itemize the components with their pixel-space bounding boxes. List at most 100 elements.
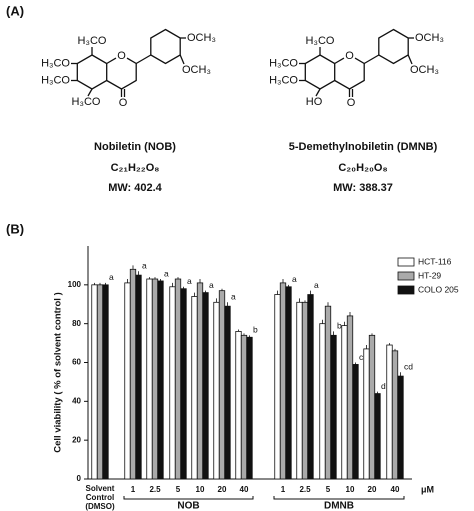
bar [386, 344, 393, 480]
bar [96, 284, 104, 480]
atom-label: HO [306, 96, 323, 108]
significance-letter: a [231, 292, 236, 302]
atom-label: H₃CO [41, 57, 70, 69]
bar [124, 282, 131, 480]
compound-name: Nobiletin (NOB) [94, 141, 176, 153]
panel-label: (A) [6, 3, 24, 18]
formula: C₂₁H₂₂O₈ [111, 162, 160, 174]
atom-label: O [117, 50, 126, 62]
panel-label: (B) [6, 221, 24, 236]
atom-label: H₃CO [306, 35, 335, 47]
atom-label: O [119, 97, 128, 109]
atom-label: H₃CO [269, 74, 298, 86]
significance-letter: a [164, 268, 169, 278]
x-tick-label: 2.5 [299, 485, 311, 494]
group-bracket [273, 496, 405, 500]
bar [174, 278, 182, 480]
y-tick-label: 60 [72, 358, 81, 367]
bar [91, 284, 98, 480]
atom-label: H₃CO [269, 57, 298, 69]
x-tick-label: 20 [368, 485, 377, 494]
atom-label: H₃CO [41, 74, 70, 86]
atom-label: OCH₃ [410, 64, 439, 76]
x-tick-label: 40 [240, 485, 249, 494]
bar [352, 364, 359, 480]
bar [213, 301, 220, 480]
atom-label: O [345, 50, 354, 62]
bar [102, 284, 109, 480]
bar [285, 286, 292, 480]
group-label: DMNB [324, 501, 354, 511]
bar [363, 348, 370, 480]
y-tick-label: 40 [72, 396, 81, 405]
significance-letter: a [142, 260, 147, 270]
significance-letter: a [109, 272, 114, 282]
x-tick-label: 20 [218, 485, 227, 494]
bar [341, 325, 348, 480]
bar [346, 315, 354, 480]
x-tick-label: 40 [391, 485, 400, 494]
legend-label: HT-29 [418, 270, 441, 280]
bar [391, 350, 399, 480]
atom-label: O [347, 97, 356, 109]
formula: C₂₀H₂₀O₈ [338, 162, 387, 174]
atom-label: H₃CO [72, 96, 101, 108]
y-tick-label: 0 [77, 474, 82, 483]
bar [135, 274, 142, 480]
bar [191, 296, 198, 480]
x-tick-label: 1 [281, 485, 286, 494]
significance-letter: cd [404, 361, 413, 371]
bar [180, 288, 187, 480]
x-unit: μM [421, 484, 434, 494]
bar [319, 323, 326, 480]
significance-letter: a [187, 276, 192, 286]
significance-letter: b [253, 325, 258, 335]
group-label: NOB [177, 501, 199, 511]
y-tick-label: 80 [72, 319, 81, 328]
x-tick-label: 2.5 [149, 485, 161, 494]
significance-letter: b [337, 321, 342, 331]
bar [274, 294, 281, 480]
bar [368, 334, 376, 480]
bar [330, 334, 337, 480]
legend-swatch [397, 257, 415, 267]
x-tick-label: 5 [176, 485, 181, 494]
bar [246, 336, 253, 480]
bar [157, 280, 164, 480]
y-axis-label: Cell viability ( % of solvent control ) [53, 292, 64, 452]
x-tick-label: 5 [326, 485, 331, 494]
molecular-weight: MW: 402.4 [108, 182, 162, 194]
compound-name: 5-Demethylnobiletin (DMNB) [289, 141, 438, 153]
significance-letter: a [209, 280, 214, 290]
atom-label: OCH₃ [187, 32, 216, 44]
bar [235, 331, 242, 480]
x-tick-label: Solvent Control (DMSO) [85, 484, 115, 511]
bar [224, 305, 231, 480]
bar [196, 282, 204, 480]
legend-swatch [397, 285, 415, 295]
significance-letter: a [292, 274, 297, 284]
bar [169, 286, 176, 480]
bar [301, 301, 309, 480]
atom-label: OCH₃ [182, 64, 211, 76]
bar [296, 301, 303, 480]
legend-label: COLO 205 [418, 284, 459, 294]
bar [307, 294, 314, 480]
x-tick-label: 10 [196, 485, 205, 494]
bar [129, 268, 137, 480]
bar [324, 305, 332, 480]
molecular-weight: MW: 388.37 [333, 182, 393, 194]
x-tick-label: 1 [131, 485, 136, 494]
bar [240, 334, 248, 480]
bar [151, 278, 159, 480]
bar [374, 393, 381, 480]
legend-label: HCT-116 [418, 256, 452, 266]
significance-letter: d [381, 381, 386, 391]
bar [146, 278, 153, 480]
y-tick-label: 20 [72, 435, 81, 444]
bar [279, 282, 287, 480]
y-tick-label: 100 [68, 280, 82, 289]
significance-letter: a [314, 280, 319, 290]
